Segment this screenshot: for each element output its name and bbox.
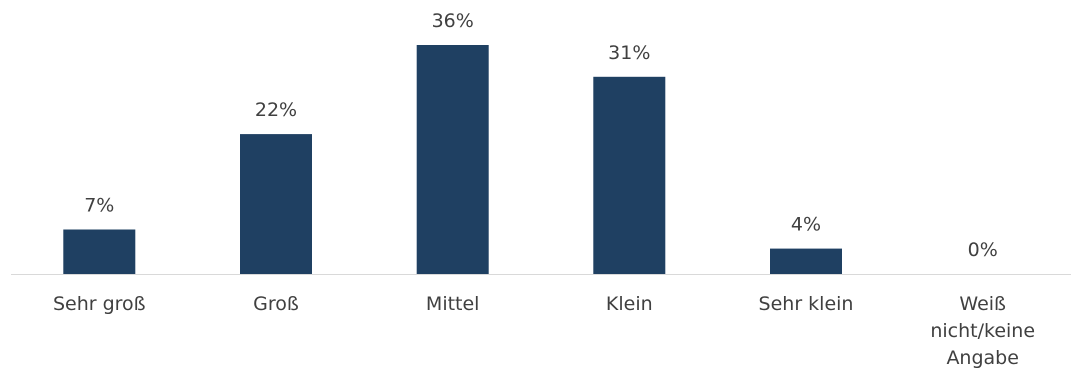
category-label: Sehr klein bbox=[759, 293, 854, 315]
category-label-line: Angabe bbox=[946, 347, 1019, 369]
data-label: 36% bbox=[432, 10, 474, 32]
category-label-line: Weiß bbox=[959, 293, 1006, 315]
category-label-line: Sehr groß bbox=[53, 293, 146, 315]
bar bbox=[240, 134, 312, 274]
bars-layer bbox=[63, 45, 842, 274]
bar bbox=[593, 76, 666, 274]
category-label: Groß bbox=[253, 293, 299, 315]
data-label: 31% bbox=[608, 42, 650, 64]
category-label: Sehr groß bbox=[53, 293, 146, 315]
data-label: 7% bbox=[84, 195, 114, 217]
bar bbox=[770, 248, 842, 274]
category-label-line: Klein bbox=[606, 293, 653, 315]
category-label-line: nicht/keine bbox=[930, 320, 1035, 342]
bar bbox=[63, 229, 136, 274]
data-label: 4% bbox=[791, 214, 821, 236]
category-label: Klein bbox=[606, 293, 653, 315]
category-labels-layer: Sehr groß Groß Mittel Klein Sehr klein Weiß ni… bbox=[53, 293, 1035, 369]
category-label: Mittel bbox=[426, 293, 480, 315]
category-label-line: Sehr klein bbox=[759, 293, 854, 315]
bar bbox=[416, 45, 489, 274]
category-label: Weiß nicht/keine Angabe bbox=[930, 293, 1035, 369]
data-label: 22% bbox=[255, 99, 297, 121]
value-labels-layer: 7% 22% 36% 31% 4% 0% bbox=[84, 10, 998, 261]
category-label-line: Groß bbox=[253, 293, 299, 315]
category-label-line: Mittel bbox=[426, 293, 480, 315]
data-label: 0% bbox=[968, 239, 998, 261]
